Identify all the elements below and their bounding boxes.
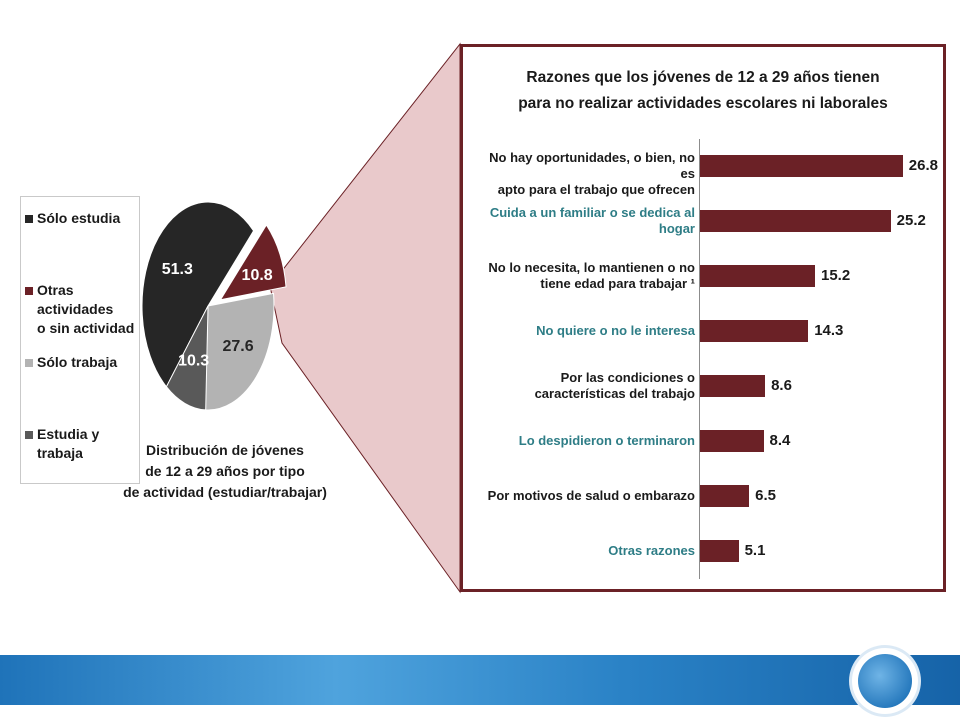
- legend-item-estudia-y-trabaja: Estudia y trabaja: [25, 425, 139, 463]
- legend-swatch: [25, 431, 33, 439]
- bar-value-label: 8.6: [771, 377, 792, 394]
- bar-category-label: No lo necesita, lo mantienen o no tiene …: [488, 260, 695, 291]
- legend-item-solo-trabaja: Sólo trabaja: [25, 353, 117, 372]
- footer-band: [0, 655, 960, 705]
- pie-slice-value-label: 10.3: [178, 353, 209, 370]
- bar-category-label: No quiere o no le interesa: [536, 323, 695, 338]
- legend-label: Sólo estudia: [37, 210, 121, 226]
- bar: [700, 375, 766, 397]
- bar-chart-panel: Razones que los jóvenes de 12 a 29 años …: [460, 44, 946, 592]
- bar-category-label: Otras razones: [608, 543, 695, 558]
- bar-category-label: Por las condiciones o características de…: [534, 370, 695, 401]
- bar: [700, 155, 903, 177]
- bar-category-label: No hay oportunidades, o bien, no es apto…: [489, 150, 695, 197]
- bar-value-label: 8.4: [769, 432, 791, 449]
- pie-slice: [165, 305, 209, 411]
- bar: [700, 210, 891, 232]
- pie-caption: Distribución de jóvenes de 12 a 29 años …: [123, 442, 327, 500]
- legend-swatch: [25, 287, 33, 295]
- bar-value-label: 25.2: [896, 212, 926, 229]
- bar: [700, 430, 764, 452]
- bar: [700, 265, 815, 287]
- pie-slice-value-label: 10.8: [242, 267, 273, 284]
- bar-value-label: 6.5: [755, 487, 777, 504]
- bar-value-label: 14.3: [814, 322, 844, 339]
- bar-value-label: 15.2: [821, 267, 851, 284]
- pie-slice: [219, 223, 287, 301]
- bar-chart-axis: [699, 139, 700, 579]
- pie-slice-value-label: 27.6: [223, 338, 254, 355]
- legend-swatch: [25, 359, 33, 367]
- bar-value-label: 5.1: [744, 542, 766, 559]
- pie-legend: Sólo estudia Otras actividades o sin act…: [20, 196, 140, 484]
- legend-item-solo-estudia: Sólo estudia: [25, 209, 120, 228]
- bar: [700, 485, 750, 507]
- bar: [700, 320, 809, 342]
- legend-item-otras-actividades: Otras actividades o sin actividad: [25, 281, 139, 338]
- legend-swatch: [25, 215, 33, 223]
- americas-globe-icon: [852, 648, 918, 714]
- globe-inner: [858, 654, 912, 708]
- legend-label: Sólo trabaja: [37, 354, 118, 370]
- legend-label: Otras actividades o sin actividad: [37, 282, 135, 336]
- pie-slice-value-label: 51.3: [162, 261, 193, 278]
- legend-label: Estudia y trabaja: [37, 426, 100, 461]
- bar-category-label: Por motivos de salud o embarazo: [487, 488, 695, 503]
- bar-chart-title: Razones que los jóvenes de 12 a 29 años …: [518, 69, 888, 112]
- zoom-connector-wedge: [269, 42, 461, 594]
- bar-category-label: Lo despidieron o terminaron: [518, 433, 695, 448]
- pie-slice: [204, 292, 275, 411]
- bar: [700, 540, 739, 562]
- pie-slice: [141, 201, 255, 388]
- bar-category-label: Cuida a un familiar o se dedica al hogar: [489, 205, 695, 236]
- bar-value-label: 26.8: [908, 157, 938, 174]
